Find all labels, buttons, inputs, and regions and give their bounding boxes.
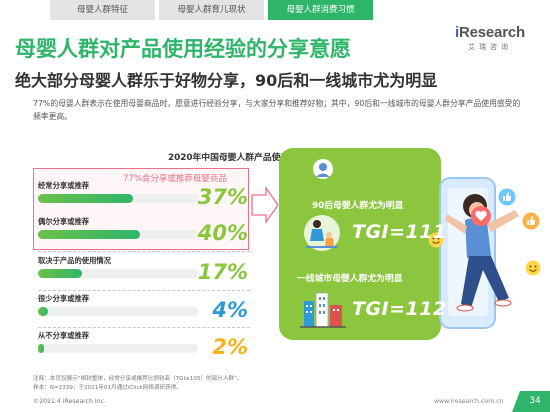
bar-category-label: 很少分享或推荐 [38,294,90,303]
bar-row: 从不分享或推荐 2% [38,331,258,371]
bar-track [38,194,198,203]
bar-row: 偶尔分享或推荐 40% [38,217,258,257]
bar [38,344,44,353]
smiley-icon [428,232,444,248]
divider [38,251,250,252]
bar-value-label: 17% [197,260,248,284]
group1-label: 90后母婴人群尤为明显 [312,201,404,211]
bar-track [38,307,198,316]
divider [38,290,250,291]
page-number: 34 [512,391,550,412]
footnote: 注释：本页仅展示“相较整体，经常分享或推荐比例较高（TGI≥105）的部分人群”… [33,375,453,392]
bar-category-label: 取决于产品的使用情况 [38,256,111,265]
tab-parenting-status[interactable]: 母婴人群育儿现状 [159,0,264,20]
logo-wordmark: iResearch [441,24,539,41]
bar-track [38,230,198,239]
chart-title: 2020年中国母婴人群产品使用经验分享意愿 [168,153,343,163]
bar-category-label: 从不分享或推荐 [38,331,90,340]
bar-track [38,344,198,353]
group2-label: 一线城市母婴人群尤为明显 [297,274,403,284]
bar [38,269,82,278]
woman-jumping-illustration [445,194,519,312]
bar-category-label: 偶尔分享或推荐 [38,217,90,226]
bar-value-label: 2% [212,335,248,359]
section-tabs: 母婴人群特征 母婴人群育儿现状 母婴人群消费习惯 [50,0,377,20]
bar-value-label: 4% [212,298,248,322]
group2-tgi: TGI=112 [352,298,447,320]
bar [38,230,141,239]
page-description: 77%的母婴人群表示在使用母婴商品时，愿意进行经验分享，与大家分享和推荐好物；其… [33,99,521,121]
bar [38,307,49,316]
footnote-line: 注释：本页仅展示“相较整体，经常分享或推荐比例较高（TGI≥105）的部分人群”… [33,376,243,382]
logo-subtitle: 艾瑞咨询 [468,43,512,51]
iresearch-logo: iResearch 艾瑞咨询 [441,24,539,54]
thumbs-up-icon [498,188,516,206]
bar-row: 取决于产品的使用情况 17% [38,256,258,296]
logo-rest: Research [459,24,525,41]
smiley-icon [525,260,541,276]
page-subtitle: 绝大部分母婴人群乐于好物分享，90后和一线城市尤为明显 [15,71,438,90]
website-link[interactable]: www.iresearch.com.cn [434,398,504,405]
bar-row: 很少分享或推荐 4% [38,294,258,334]
highlight-annotation: 77%会分享或推荐母婴商品 [123,174,227,184]
footnote-line: 样本：N=2339；于2021年01月通过iClick网络调研获得。 [33,384,182,391]
heart-icon [471,206,491,226]
bar-category-label: 经常分享或推荐 [38,181,90,190]
arrow-right-icon [251,185,279,225]
bar-track [38,269,198,278]
logo-i: i [455,24,459,41]
bar [38,194,133,203]
user-avatar-icon [313,159,333,179]
copyright: ©2021.4 iResearch Inc. [33,398,106,405]
tab-audience-features[interactable]: 母婴人群特征 [50,0,155,20]
bar-value-label: 40% [197,221,248,245]
young-parent-illustration [304,215,340,251]
group1-tgi: TGI=111 [352,221,447,243]
bar-row: 经常分享或推荐 37% [38,181,258,221]
tab-consumption-habits[interactable]: 母婴人群消费习惯 [268,0,373,20]
like-icon [522,212,540,230]
page-title: 母婴人群对产品使用经验的分享意愿 [15,37,351,61]
city-buildings-illustration [300,292,346,328]
divider [38,327,250,328]
bar-value-label: 37% [197,185,248,209]
